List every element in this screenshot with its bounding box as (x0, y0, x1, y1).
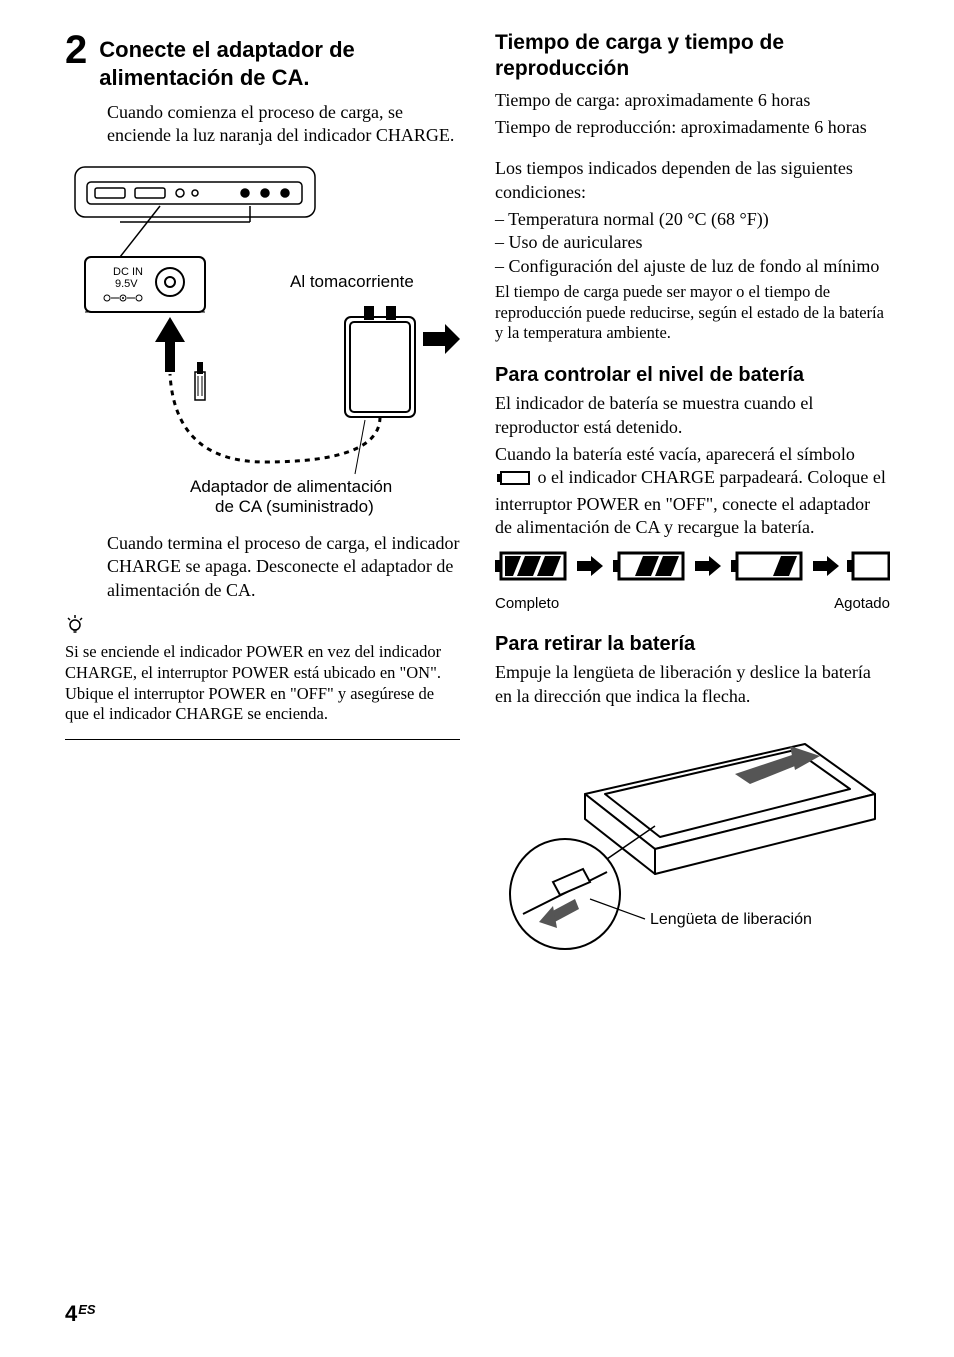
battery-level-p1: El indicador de batería se muestra cuand… (495, 392, 890, 439)
tip-text: Si se enciende el indicador POWER en vez… (65, 642, 460, 725)
step-number: 2 (65, 30, 87, 70)
battery-text-b: o el indicador CHARGE parpadeará. Coloqu… (495, 467, 886, 537)
tip-icon (65, 614, 460, 640)
battery-level-p2: Cuando la batería esté vacía, aparecerá … (495, 443, 890, 540)
battery-empty-label: Agotado (834, 594, 890, 614)
adapter-label-1: Adaptador de alimentación (190, 477, 392, 496)
divider (65, 739, 460, 740)
charge-time-heading: Tiempo de carga y tiempo de reproducción (495, 30, 890, 83)
remove-battery-text: Empuje la lengüeta de liberación y desli… (495, 661, 890, 708)
release-tab-label: Lengüeta de liberación (650, 911, 812, 928)
remove-battery-diagram: Lengüeta de liberación (495, 714, 890, 964)
battery-level-strip: Completo Agotado (495, 549, 890, 613)
step-intro: Cuando comienza el proceso de carga, se … (107, 101, 460, 148)
language-code: ES (78, 1302, 95, 1317)
play-time: Tiempo de reproducción: aproximadamente … (495, 116, 890, 139)
connection-diagram: DC IN 9.5V Al tomacorriente (65, 162, 460, 522)
page-footer: 4ES (65, 1300, 96, 1329)
battery-full-label: Completo (495, 594, 559, 614)
condition-item: – Configuración del ajuste de luz de fon… (495, 255, 890, 278)
step-after: Cuando termina el proceso de carga, el i… (107, 532, 460, 602)
remove-battery-heading: Para retirar la batería (495, 631, 890, 657)
empty-battery-icon (497, 469, 531, 492)
battery-text-a: Cuando la batería esté vacía, aparecerá … (495, 444, 855, 464)
conditions-note: El tiempo de carga puede ser mayor o el … (495, 282, 890, 344)
charge-time: Tiempo de carga: aproximadamente 6 horas (495, 89, 890, 112)
page-number: 4 (65, 1301, 77, 1326)
dc-in-label-1: DC IN (113, 266, 143, 278)
conditions-intro: Los tiempos indicados dependen de las si… (495, 157, 890, 204)
condition-item: – Uso de auriculares (495, 231, 890, 254)
battery-level-heading: Para controlar el nivel de batería (495, 362, 890, 388)
outlet-label: Al tomacorriente (290, 272, 414, 291)
condition-item: – Temperatura normal (20 °C (68 °F)) (495, 208, 890, 231)
dc-in-label-2: 9.5V (115, 278, 138, 290)
step-title: Conecte el adaptador de alimentación de … (99, 30, 460, 91)
adapter-label-2: de CA (suministrado) (215, 497, 374, 516)
